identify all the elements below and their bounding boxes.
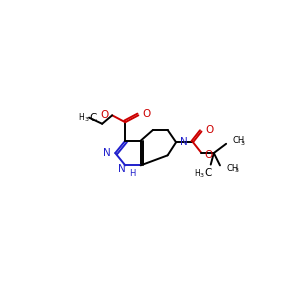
Text: CH: CH [232, 136, 244, 145]
Text: 3: 3 [235, 168, 239, 173]
Text: H: H [79, 113, 85, 122]
Text: N: N [103, 148, 111, 158]
Text: O: O [205, 150, 213, 160]
Text: N: N [118, 164, 126, 174]
Text: C: C [90, 112, 97, 123]
Text: 3: 3 [241, 140, 245, 146]
Text: C: C [205, 168, 212, 178]
Text: O: O [205, 125, 214, 135]
Text: CH: CH [226, 164, 238, 173]
Text: H: H [194, 169, 200, 178]
Text: H: H [129, 169, 136, 178]
Text: 3: 3 [199, 173, 203, 178]
Text: 3: 3 [84, 117, 88, 122]
Text: O: O [100, 110, 108, 120]
Text: O: O [142, 109, 150, 119]
Text: N: N [180, 137, 188, 147]
